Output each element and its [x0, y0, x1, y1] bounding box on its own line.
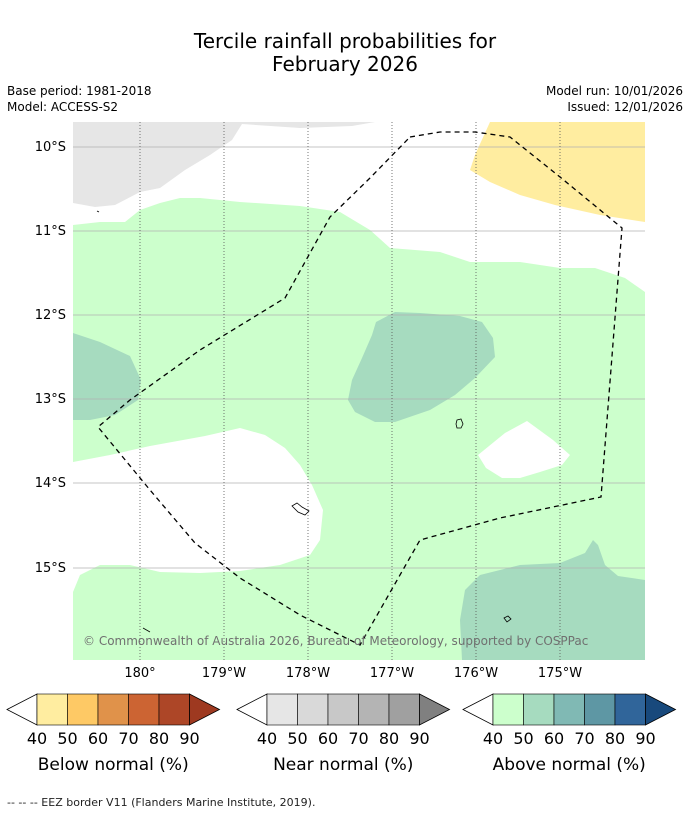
- colorbar-near-swatch: [358, 693, 390, 726]
- colorbar-below-tick-label: 70: [118, 729, 138, 748]
- lat-gridlines: [73, 146, 645, 569]
- colorbar-near-normal: 40 50 60 70 80 90 Near normal (%): [236, 693, 451, 775]
- lon-label-178w: 178°W: [286, 666, 330, 681]
- lat-label-10s: 10°S: [35, 140, 66, 155]
- islands: [96, 210, 512, 633]
- colorbar-above-low-arrow: [462, 693, 494, 726]
- above-normal-40-50-region: [73, 198, 645, 660]
- colorbar-below-tick-label: 90: [179, 729, 199, 748]
- colorbar-above-tick-label: 50: [513, 729, 533, 748]
- colorbar-below-low-arrow: [6, 693, 38, 726]
- colorbar-above-swatch: [523, 693, 555, 726]
- lat-label-12s: 12°S: [35, 308, 66, 323]
- copyright-text: © Commonwealth of Australia 2026, Bureau…: [83, 634, 588, 648]
- lon-label-180: 180°: [124, 666, 155, 681]
- map-area: © Commonwealth of Australia 2026, Bureau…: [73, 122, 645, 660]
- colorbar-below-title: Below normal (%): [38, 755, 189, 775]
- colorbar-near-tick-label: 90: [409, 729, 429, 748]
- colorbar-near-swatch: [297, 693, 329, 726]
- colorbar-above-tick-label: 40: [483, 729, 503, 748]
- lon-axis: 180° 179°W 178°W 177°W 176°W 175°W: [124, 666, 582, 681]
- island-futuna: [291, 502, 310, 516]
- colorbar-below-tick-label: 50: [57, 729, 77, 748]
- colorbar-near-swatch: [266, 693, 298, 726]
- colorbar-above-tick-label: 90: [635, 729, 655, 748]
- colorbar-near-title: Near normal (%): [273, 755, 413, 775]
- lat-label-11s: 11°S: [35, 224, 66, 239]
- lon-label-176w: 176°W: [454, 666, 498, 681]
- map-title: Tercile rainfall probabilities for Febru…: [0, 30, 690, 76]
- colorbar-above-swatch: [553, 693, 585, 726]
- eez-footnote: -- -- -- EEZ border V11 (Flanders Marine…: [7, 796, 316, 809]
- colorbar-below-tick-label: 40: [27, 729, 47, 748]
- above-normal-50-60-southeast: [460, 540, 645, 660]
- colorbar-below-swatch: [158, 693, 190, 726]
- base-period: Base period: 1981-2018: [7, 84, 152, 98]
- colorbar-above-swatch: [492, 693, 524, 726]
- island-northwest: [96, 210, 100, 213]
- lon-label-179w: 179°W: [202, 666, 246, 681]
- colorbar-near-high-arrow: [419, 693, 451, 726]
- colorbar-near-swatch: [327, 693, 359, 726]
- island-southwest: [142, 627, 151, 633]
- eez-border: [97, 131, 623, 646]
- near-normal-40-50-region: [73, 122, 375, 207]
- meta-right: Model run: 10/01/2026 Issued: 12/01/2026: [546, 83, 683, 115]
- above-normal-50-60-west: [73, 333, 141, 420]
- colorbar-near-tick-label: 50: [287, 729, 307, 748]
- title-line-1: Tercile rainfall probabilities for: [193, 29, 497, 53]
- colorbar-near-low-arrow: [236, 693, 268, 726]
- colorbar-above-swatch: [584, 693, 616, 726]
- colorbar-below-swatch: [97, 693, 129, 726]
- island-wallis: [455, 418, 464, 429]
- colorbar-above-tick-label: 70: [574, 729, 594, 748]
- colorbar-below-tick-label: 60: [88, 729, 108, 748]
- colorbar-below-high-arrow: [189, 693, 221, 726]
- colorbar-below-swatch: [67, 693, 99, 726]
- lon-label-175w: 175°W: [538, 666, 582, 681]
- colorbar-above-swatch: [614, 693, 646, 726]
- issued-date: Issued: 12/01/2026: [567, 100, 683, 114]
- colorbar-below-tick-label: 80: [149, 729, 169, 748]
- lat-axis: 10°S 11°S 12°S 13°S 14°S 15°S: [35, 140, 66, 576]
- title-line-2: February 2026: [272, 52, 418, 76]
- colorbar-below-swatch: [36, 693, 68, 726]
- colorbar-below-swatch: [128, 693, 160, 726]
- colorbar-near-swatch: [388, 693, 420, 726]
- meta-left: Base period: 1981-2018 Model: ACCESS-S2: [7, 83, 152, 115]
- model-run: Model run: 10/01/2026: [545, 84, 683, 98]
- lat-label-13s: 13°S: [35, 392, 66, 407]
- colorbar-above-high-arrow: [645, 693, 677, 726]
- colorbar-above-title: Above normal (%): [493, 755, 646, 775]
- colorbar-below-normal: 40 50 60 70 80 90 Below normal (%): [6, 693, 221, 775]
- colorbar-near-tick-label: 80: [379, 729, 399, 748]
- lon-label-177w: 177°W: [370, 666, 414, 681]
- above-normal-50-60-central: [348, 312, 495, 422]
- lat-label-14s: 14°S: [35, 476, 66, 491]
- colorbar-above-tick-label: 60: [544, 729, 564, 748]
- colorbar-above-normal: 40 50 60 70 80 90 Above normal (%): [462, 693, 677, 775]
- island-southeast: [503, 615, 512, 623]
- colorbar-above-tick-label: 80: [605, 729, 625, 748]
- colorbar-near-tick-label: 40: [257, 729, 277, 748]
- normal-pocket-east: [478, 421, 570, 478]
- colorbar-near-tick-label: 60: [318, 729, 338, 748]
- lat-label-15s: 15°S: [35, 561, 66, 576]
- colorbar-near-tick-label: 70: [348, 729, 368, 748]
- model-name: Model: ACCESS-S2: [7, 100, 119, 114]
